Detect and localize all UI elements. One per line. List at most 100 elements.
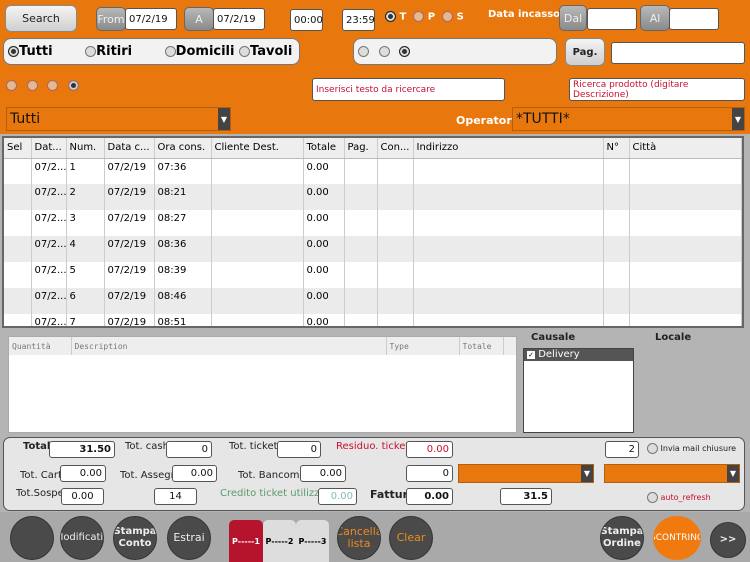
column-header[interactable]: Pag. <box>344 138 378 159</box>
scontrino-button[interactable]: SCONTRINO <box>653 516 701 560</box>
operatore-select[interactable]: *TUTTI* ▼ <box>512 107 745 131</box>
pag-input[interactable] <box>611 42 745 64</box>
clear-button[interactable]: Clear <box>389 516 433 560</box>
table-row[interactable]: 07/2... 4 07/2/19 08:36 0.00 <box>4 236 742 262</box>
extra-field[interactable]: 0 <box>406 465 453 482</box>
time-from-input[interactable]: 00:00 <box>290 9 323 31</box>
modifica-button[interactable]: Modificatio <box>60 516 104 560</box>
table-row[interactable]: 07/2... 6 07/2/19 08:46 0.00 <box>4 288 742 314</box>
radio-tavoli[interactable] <box>239 46 251 57</box>
dal-input[interactable] <box>587 8 637 30</box>
checkbox-icon[interactable] <box>647 443 658 454</box>
column-header[interactable]: Sel <box>4 138 32 159</box>
count14-field[interactable]: 14 <box>154 488 197 505</box>
table-cell: 07/2/19 <box>104 158 155 184</box>
sospes-field[interactable]: 0.00 <box>61 488 104 505</box>
product-search-input[interactable]: Ricerca prodotto (digitare Descrizione) <box>569 78 745 101</box>
auto-refresh-checkbox[interactable]: auto_refresh <box>647 492 711 503</box>
radio-domicili[interactable] <box>164 46 176 57</box>
column-header[interactable]: Indirizzo <box>413 138 604 159</box>
radio-color-1[interactable] <box>6 80 17 91</box>
table-cell <box>629 262 742 288</box>
radio-domicili-label: Domicili <box>175 44 235 59</box>
sum-field[interactable]: 31.5 <box>500 488 552 505</box>
credito-field[interactable]: 0.00 <box>318 488 357 505</box>
table-row[interactable]: 07/2... 1 07/2/19 07:36 0.00 <box>4 158 742 184</box>
table-cell <box>4 288 32 314</box>
tab-p2[interactable]: P-----2 <box>263 520 296 562</box>
tps-radio-group[interactable]: T P S <box>385 11 464 23</box>
radio-option-3[interactable] <box>399 46 411 57</box>
search-button[interactable]: Search <box>5 5 77 32</box>
al-input[interactable] <box>669 8 719 30</box>
bancomat-field[interactable]: 0.00 <box>300 465 346 482</box>
tab-p1[interactable]: P-----1 <box>229 520 263 562</box>
text-search-input[interactable]: Inserisci testo da ricercare <box>312 78 505 101</box>
detail-table[interactable]: Quantità Description Type Totale <box>8 336 517 433</box>
table-cell <box>344 158 378 184</box>
table-row[interactable]: 07/2... 2 07/2/19 08:21 0.00 <box>4 184 742 210</box>
to-button[interactable]: A <box>184 7 214 31</box>
from-date-input[interactable]: 07/2/19 <box>125 8 177 30</box>
table-row[interactable]: 07/2... 5 07/2/19 08:39 0.00 <box>4 262 742 288</box>
color-radio-group[interactable] <box>6 80 79 92</box>
column-header[interactable]: Con... <box>377 138 414 159</box>
dropdown-2[interactable]: ▼ <box>604 464 740 483</box>
column-header[interactable]: Cliente Dest. <box>211 138 304 159</box>
radio-color-2[interactable] <box>26 80 38 91</box>
column-header[interactable]: Città <box>629 138 742 159</box>
type-select[interactable]: Tutti ▼ <box>6 107 231 131</box>
radio-t[interactable] <box>385 11 396 22</box>
ticket-field[interactable]: 0 <box>277 441 321 458</box>
column-header[interactable]: Num. <box>66 138 105 159</box>
table-row[interactable]: 07/2... 7 07/2/19 08:51 0.00 <box>4 314 742 326</box>
invia-mail-checkbox[interactable]: Invia mail chiusure <box>647 443 736 454</box>
dal-button[interactable]: Dal <box>559 5 587 31</box>
order-type-radio-group[interactable]: Tutti Ritiri Domicili Tavoli <box>3 38 300 65</box>
causale-item-delivery[interactable]: ✓ Delivery <box>524 349 633 361</box>
stampa-ordine-button[interactable]: Stampa Ordine <box>600 516 644 560</box>
column-header[interactable]: Data c... <box>104 138 155 159</box>
radio-option-2[interactable] <box>378 46 390 57</box>
column-header[interactable]: Dat... <box>31 138 67 159</box>
from-button[interactable]: From <box>96 7 126 31</box>
radio-tutti[interactable] <box>8 46 19 57</box>
fatture-field[interactable]: 0.00 <box>406 488 453 505</box>
column-header[interactable]: N° <box>603 138 630 159</box>
option-radio-group[interactable] <box>353 38 557 65</box>
radio-s[interactable] <box>442 11 454 22</box>
table-cell <box>603 236 630 262</box>
total-field[interactable]: 31.50 <box>49 441 115 458</box>
al-button[interactable]: Al <box>640 5 670 31</box>
radio-option-1[interactable] <box>358 46 369 57</box>
next-button[interactable]: >> <box>710 522 746 558</box>
causale-list[interactable]: ✓ Delivery <box>523 348 634 433</box>
checkbox-icon[interactable] <box>647 492 658 503</box>
count-field[interactable]: 2 <box>605 441 639 458</box>
cash-field[interactable]: 0 <box>166 441 212 458</box>
radio-ritiri[interactable] <box>85 46 97 57</box>
radio-color-3[interactable] <box>47 80 59 91</box>
stampa-conto-button[interactable]: Stampa Conto <box>113 516 157 560</box>
carte-field[interactable]: 0.00 <box>60 465 106 482</box>
auto-refresh-label: auto_refresh <box>660 493 711 502</box>
radio-color-4[interactable] <box>67 80 79 91</box>
estrai-button[interactable]: Estrai <box>167 516 211 560</box>
table-row[interactable]: 07/2... 3 07/2/19 08:27 0.00 <box>4 210 742 236</box>
assegni-field[interactable]: 0.00 <box>172 465 217 482</box>
dropdown-1[interactable]: ▼ <box>458 464 594 483</box>
table-cell <box>603 158 630 184</box>
time-to-input[interactable]: 23:59 <box>342 9 375 31</box>
to-date-input[interactable]: 07/2/19 <box>213 8 265 30</box>
pag-button[interactable]: Pag. <box>565 38 605 66</box>
blank-button[interactable] <box>10 516 54 560</box>
table-cell: 07/2/19 <box>104 210 155 236</box>
column-header[interactable]: Totale <box>303 138 345 159</box>
checkbox-checked-icon[interactable]: ✓ <box>527 351 535 359</box>
tab-p3[interactable]: P-----3 <box>296 520 329 562</box>
orders-table[interactable]: Sel Dat... Num. Data c... Ora cons. Cliente D… <box>2 136 744 328</box>
column-header[interactable]: Ora cons. <box>154 138 212 159</box>
radio-p[interactable] <box>413 11 425 22</box>
residuo-field[interactable]: 0.00 <box>406 441 453 458</box>
cancella-lista-button[interactable]: Cancella lista <box>337 516 381 560</box>
